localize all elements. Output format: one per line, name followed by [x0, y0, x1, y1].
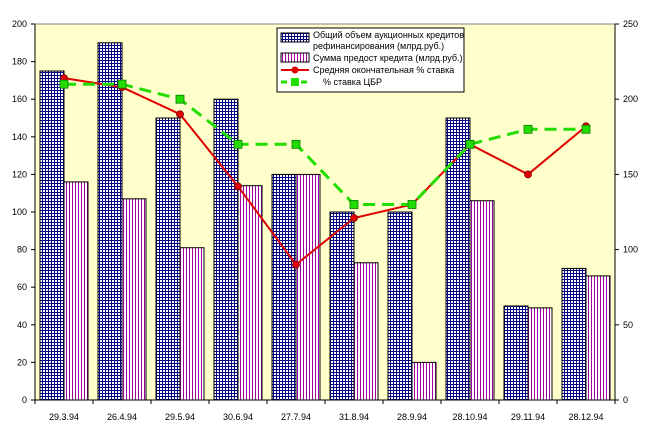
bar-total-8: [503, 305, 529, 401]
x-tick-label-9: 28.12.94: [568, 412, 603, 422]
cbr-rate-point-9: [581, 124, 591, 134]
avg-rate-point-2: [176, 110, 184, 119]
legend-label-avg-rate: Средняя окончательная % ставка: [313, 65, 454, 75]
lines-layer: [59, 74, 591, 269]
y-right-tick-label-100: 100: [623, 245, 638, 255]
legend-label-total-line2: рефинансирования (млрд.руб.): [313, 41, 444, 51]
y-left-tick-label-140: 140: [12, 132, 27, 142]
x-tick-label-3: 30.6.94: [223, 412, 253, 422]
y-right-tick-label-50: 50: [623, 320, 633, 330]
bar-granted-0: [63, 181, 89, 401]
x-tick-label-0: 29.3.94: [49, 412, 79, 422]
avg-rate-point-3: [234, 182, 242, 191]
avg-rate-point-8: [524, 170, 532, 179]
y-left-tick-label-160: 160: [12, 94, 27, 104]
bar-granted-5: [353, 262, 379, 401]
axes-layer: 0 20 40 60 80 100 120 140 160 180 200 0 50 100 150 200 2…: [12, 19, 638, 422]
bar-total-0: [39, 70, 65, 401]
bar-granted-2: [179, 247, 205, 401]
x-tick-label-2: 29.5.94: [165, 412, 195, 422]
bar-granted-7: [469, 200, 495, 401]
bar-granted-4: [295, 173, 321, 401]
bar-total-7: [445, 117, 471, 401]
y-right-tick-label-150: 150: [623, 169, 638, 179]
bar-total-4: [271, 173, 297, 401]
x-tick-label-8: 29.11.94: [511, 412, 545, 422]
cbr-rate-point-8: [523, 124, 533, 134]
cbr-rate-point-0: [59, 79, 69, 89]
y-left-tick-label-100: 100: [12, 207, 27, 217]
bar-granted-8: [527, 307, 553, 401]
y-left-tick-label-200: 200: [12, 19, 27, 29]
y-left-tick-label-40: 40: [17, 320, 27, 330]
cbr-rate-point-6: [407, 200, 417, 209]
bar-total-1: [97, 42, 123, 401]
x-tick-label-6: 28.9.94: [397, 412, 427, 422]
bar-total-9: [561, 267, 587, 401]
cbr-rate-point-2: [175, 94, 185, 104]
cbr-rate-point-4: [291, 139, 301, 149]
x-tick-label-1: 26.4.94: [107, 412, 137, 422]
y-right-tick-label-200: 200: [623, 94, 638, 104]
bar-granted-6: [411, 361, 437, 401]
cbr-rate-point-7: [465, 139, 475, 149]
x-tick-label-7: 28.10.94: [452, 412, 487, 422]
line-cbr-rate: [64, 82, 586, 206]
bar-granted-3: [237, 185, 263, 401]
y-left-tick-label-20: 20: [17, 357, 27, 367]
avg-rate-point-4: [292, 260, 300, 269]
legend-swatch-total: [280, 32, 310, 43]
bar-total-6: [387, 211, 413, 401]
bars-layer: [39, 42, 611, 401]
line-avg-rate: [63, 77, 587, 267]
y-left-tick-label-60: 60: [17, 282, 27, 292]
legend-swatch-granted: [280, 52, 310, 63]
cbr-rate-point-1: [117, 79, 127, 89]
cbr-rate-point-3: [233, 139, 243, 149]
y-right-tick-label-250: 250: [623, 19, 638, 29]
y-left-tick-label-120: 120: [12, 169, 27, 179]
cbr-rate-point-5: [349, 200, 359, 209]
x-tick-label-5: 31.8.94: [339, 412, 369, 422]
y-left-tick-label-80: 80: [17, 245, 27, 255]
avg-rate-point-5: [350, 214, 358, 222]
bar-granted-1: [121, 198, 147, 401]
y-right-tick-label-0: 0: [623, 395, 628, 405]
legend-swatch-cbr-rate-marker: [291, 78, 299, 86]
bar-total-5: [329, 211, 355, 401]
legend-swatch-avg-rate-marker: [291, 66, 299, 74]
y-left-tick-label-0: 0: [22, 395, 27, 405]
legend-label-granted: Сумма предост кредита (млрд.руб.): [313, 53, 463, 63]
x-tick-label-4: 27.7.94: [281, 412, 311, 422]
legend-label-cbr-rate: % ставка ЦБР: [323, 77, 382, 87]
y-left-tick-label-180: 180: [12, 57, 27, 67]
bar-total-2: [155, 117, 181, 401]
legend-label-total-line1: Общий объем аукционных кредитов: [313, 30, 464, 40]
legend: Общий объем аукционных кредитоврефинанси…: [276, 27, 465, 93]
bar-granted-9: [585, 275, 611, 401]
